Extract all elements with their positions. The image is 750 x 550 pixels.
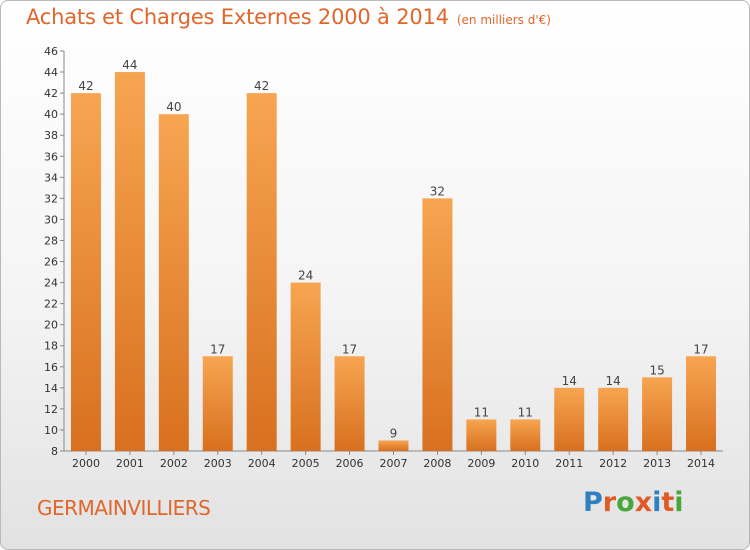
chart-subtitle: (en milliers d'€) — [456, 13, 551, 27]
y-tick-label: 28 — [44, 234, 58, 247]
bar-2004 — [246, 93, 277, 452]
y-tick-label: 8 — [51, 445, 58, 458]
logo-letter: o — [616, 487, 635, 518]
y-tick-label: 18 — [44, 340, 58, 353]
data-label: 42 — [254, 79, 269, 93]
x-tick-label: 2006 — [336, 457, 364, 470]
x-tick-label: 2008 — [423, 457, 451, 470]
x-tick-label: 2011 — [555, 457, 583, 470]
bar-2010 — [510, 419, 541, 451]
x-tick-label: 2004 — [248, 457, 276, 470]
y-tick-label: 20 — [44, 319, 58, 332]
data-label: 42 — [78, 79, 93, 93]
logo-letter: P — [583, 487, 603, 518]
data-label: 15 — [649, 363, 664, 377]
data-label: 9 — [390, 426, 398, 440]
data-label: 32 — [430, 184, 445, 198]
y-tick-label: 14 — [44, 382, 58, 395]
bar-2006 — [334, 356, 365, 451]
data-label: 17 — [693, 342, 708, 356]
data-label: 11 — [518, 405, 533, 419]
data-labels: 42 44 40 17 42 24 17 9 32 11 11 14 14 15 17 — [78, 58, 708, 440]
x-tick-label: 2002 — [160, 457, 188, 470]
y-tick-label: 42 — [44, 87, 58, 100]
y-tick-label: 24 — [44, 277, 58, 290]
bar-2013 — [642, 377, 673, 451]
y-tick-label: 46 — [44, 45, 58, 58]
data-label: 11 — [474, 405, 489, 419]
bar-2007 — [378, 440, 409, 451]
logo-letter: i — [652, 487, 662, 518]
x-tick-label: 2000 — [72, 457, 100, 470]
data-label: 40 — [166, 100, 181, 114]
data-label: 17 — [342, 342, 357, 356]
logo-letter: x — [634, 487, 653, 518]
proxiti-logo[interactable]: Proxiti — [583, 487, 684, 518]
data-label: 17 — [210, 342, 225, 356]
y-tick-label: 26 — [44, 256, 58, 269]
y-tick-label: 32 — [44, 192, 58, 205]
x-tick-label: 2013 — [643, 457, 671, 470]
x-tick-label: 2009 — [467, 457, 495, 470]
data-label: 14 — [606, 374, 621, 388]
bar-2012 — [598, 387, 629, 451]
y-tick-label: 16 — [44, 361, 58, 374]
bar-2008 — [422, 198, 453, 451]
y-tick-label: 44 — [44, 66, 58, 79]
data-label: 14 — [562, 374, 577, 388]
x-tick-label: 2005 — [292, 457, 320, 470]
title-line: Achats et Charges Externes 2000 à 2014 (e… — [26, 5, 551, 29]
x-tick-label: 2014 — [687, 457, 715, 470]
bar-2000 — [70, 93, 101, 452]
x-tick-label: 2012 — [599, 457, 627, 470]
logo-letter: r — [602, 487, 617, 518]
x-tick-label: 2003 — [204, 457, 232, 470]
logo-letter: t — [661, 487, 675, 518]
y-tick-label: 34 — [44, 171, 58, 184]
bar-2014 — [686, 356, 717, 451]
chart-title: Achats et Charges Externes 2000 à 2014 — [26, 5, 449, 29]
data-label: 24 — [298, 269, 313, 283]
y-tick-label: 10 — [44, 424, 58, 437]
y-tick-label: 30 — [44, 213, 58, 226]
y-tick-label: 38 — [44, 129, 58, 142]
bars — [70, 72, 717, 452]
bar-2005 — [290, 282, 321, 451]
bar-2001 — [114, 72, 145, 451]
bar-2002 — [158, 114, 189, 451]
x-tick-label: 2010 — [511, 457, 539, 470]
data-label: 44 — [122, 58, 137, 72]
x-tick-label: 2001 — [116, 457, 144, 470]
y-tick-label: 40 — [44, 108, 58, 121]
y-tick-label: 12 — [44, 403, 58, 416]
logo-letter: i — [674, 487, 684, 518]
bar-2003 — [202, 356, 233, 451]
y-tick-label: 36 — [44, 150, 58, 163]
y-tick-label: 22 — [44, 298, 58, 311]
commune-name: GERMAINVILLIERS — [37, 496, 211, 520]
bar-2011 — [554, 387, 585, 451]
x-tick-label: 2007 — [380, 457, 408, 470]
axes: 8 10 12 14 16 18 20 22 24 26 28 30 32 34 36 38 40 42 44 46 2… — [44, 45, 723, 470]
bar-2009 — [466, 419, 497, 451]
